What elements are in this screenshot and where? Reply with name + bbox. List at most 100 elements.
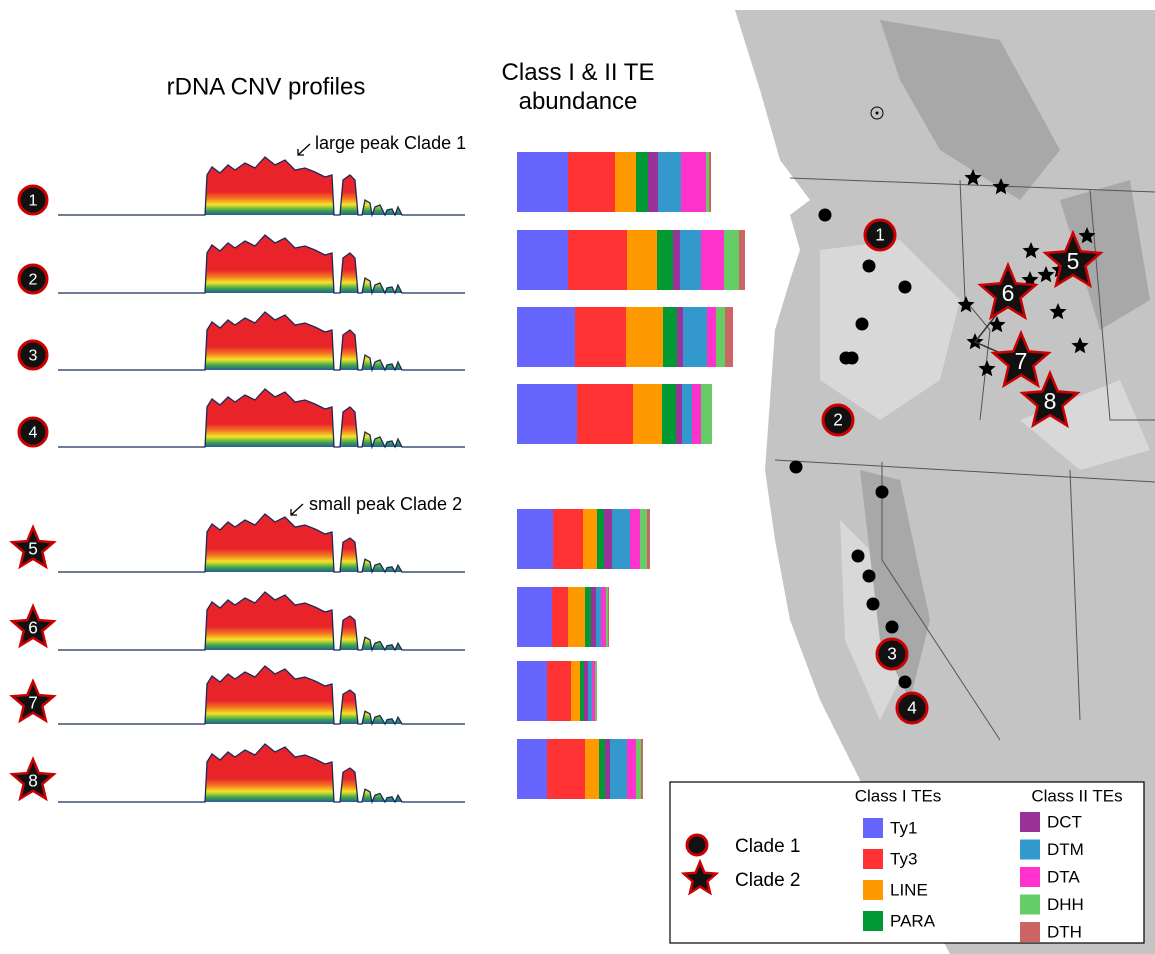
- te-bar-segment: [676, 384, 682, 444]
- te-bar-segment: [662, 384, 676, 444]
- map-clade-1-point: [876, 486, 889, 499]
- te-bar-segment: [585, 739, 599, 799]
- legend-swatch: [1020, 895, 1040, 915]
- te-bar-segment: [681, 152, 706, 212]
- sample-label: 8: [1044, 388, 1057, 414]
- te-bar-segment: [701, 384, 712, 444]
- legend-label: LINE: [890, 880, 928, 899]
- te-bar-segment: [552, 587, 568, 647]
- te-bar-segment: [517, 384, 577, 444]
- annotation: small peak Clade 2: [309, 494, 462, 514]
- te-bar-segment: [683, 307, 707, 367]
- legend-swatch: [1020, 840, 1040, 860]
- sample-label: 2: [29, 270, 38, 288]
- profiles-title: rDNA CNV profiles: [167, 73, 366, 100]
- te-bar-segment: [596, 587, 601, 647]
- map-clade-1-point: [863, 570, 876, 583]
- legend-group-title: Class II TEs: [1031, 786, 1122, 805]
- map-clade-1-point: [790, 461, 803, 474]
- te-bar-segment: [739, 230, 745, 290]
- te-bar-segment: [517, 661, 547, 721]
- sample-label: 5: [1067, 248, 1080, 274]
- te-bar-segment: [604, 509, 612, 569]
- te-bar-segment: [633, 384, 662, 444]
- te-bar-segment: [568, 587, 585, 647]
- te-bar-segment: [707, 307, 716, 367]
- sample-label: 7: [28, 693, 38, 713]
- legend-swatch: [1020, 922, 1040, 942]
- legend-label: PARA: [890, 911, 936, 930]
- te-bar-segment: [701, 230, 724, 290]
- te-bar-segment: [517, 230, 568, 290]
- legend-swatch: [863, 849, 883, 869]
- sample-label: 6: [1002, 280, 1015, 306]
- legend-label: DTM: [1047, 840, 1084, 859]
- legend-label: Clade 2: [735, 870, 801, 891]
- te-bar-segment: [627, 739, 636, 799]
- te-bar-segment: [584, 661, 588, 721]
- te-bar-segment: [517, 307, 575, 367]
- legend-label: Ty1: [890, 818, 917, 837]
- legend-label: Clade 1: [735, 836, 801, 857]
- te-bar-segment: [597, 509, 604, 569]
- te-bar-segment: [568, 152, 615, 212]
- te-bar-segment: [682, 384, 692, 444]
- te-bar-segment: [636, 152, 648, 212]
- te-bar-segment: [605, 739, 610, 799]
- te-bar-segment: [575, 307, 626, 367]
- map-clade-1-point: [899, 281, 912, 294]
- cnv-profile: [58, 157, 465, 215]
- te-bar-segment: [636, 739, 641, 799]
- te-bar-segment: [583, 509, 597, 569]
- cnv-profile: [58, 666, 465, 724]
- te-bar-segment: [585, 587, 591, 647]
- te-bar-segment: [725, 307, 733, 367]
- te-bar-segment: [657, 230, 673, 290]
- legend-swatch: [863, 818, 883, 838]
- te-bar-segment: [648, 152, 658, 212]
- sample-label: 6: [28, 618, 38, 638]
- map-clade-1-point: [846, 352, 859, 365]
- te-bar-segment: [599, 739, 605, 799]
- map-clade-1-point: [856, 318, 869, 331]
- te-bar-segment: [658, 152, 681, 212]
- te-bar-segment: [724, 230, 739, 290]
- te-bar-segment: [547, 661, 571, 721]
- map-clade-1-point: [863, 260, 876, 273]
- map-point-hollow: [876, 112, 879, 115]
- sample-label: 1: [29, 191, 38, 209]
- te-bar-segment: [706, 152, 709, 212]
- legend-label: DHH: [1047, 895, 1084, 914]
- annotation: large peak Clade 1: [315, 133, 466, 153]
- map-clade-1-point: [867, 598, 880, 611]
- te-bar-segment: [601, 587, 606, 647]
- te-bar-segment: [663, 307, 677, 367]
- legend-group-title: Class I TEs: [855, 786, 942, 805]
- te-bar-segment: [673, 230, 680, 290]
- sample-label: 2: [833, 410, 843, 430]
- te-bar-segment: [615, 152, 636, 212]
- te-bar-segment: [641, 739, 643, 799]
- te-title: Class I & II TE abundance: [478, 58, 678, 116]
- map-clade-1-point: [819, 209, 832, 222]
- sample-label: 1: [875, 225, 885, 245]
- legend-label: Ty3: [890, 849, 917, 868]
- te-bar-segment: [568, 230, 627, 290]
- te-bar-segment: [571, 661, 580, 721]
- legend-swatch: [1020, 812, 1040, 832]
- te-bar-segment: [612, 509, 630, 569]
- te-bar-segment: [692, 384, 701, 444]
- te-bar-segment: [517, 509, 553, 569]
- te-bar-segment: [627, 230, 657, 290]
- legend-clade-1-marker: [687, 835, 707, 855]
- te-bar-segment: [608, 587, 609, 647]
- te-bar-segment: [680, 230, 701, 290]
- cnv-profile: [58, 389, 465, 447]
- map-clade-1-point: [852, 550, 865, 563]
- sample-label: 5: [28, 539, 38, 559]
- sample-label: 7: [1015, 348, 1028, 374]
- te-bar-segment: [588, 661, 592, 721]
- te-bar-segment: [547, 739, 585, 799]
- cnv-profile: [58, 312, 465, 370]
- legend-label: DTA: [1047, 867, 1080, 886]
